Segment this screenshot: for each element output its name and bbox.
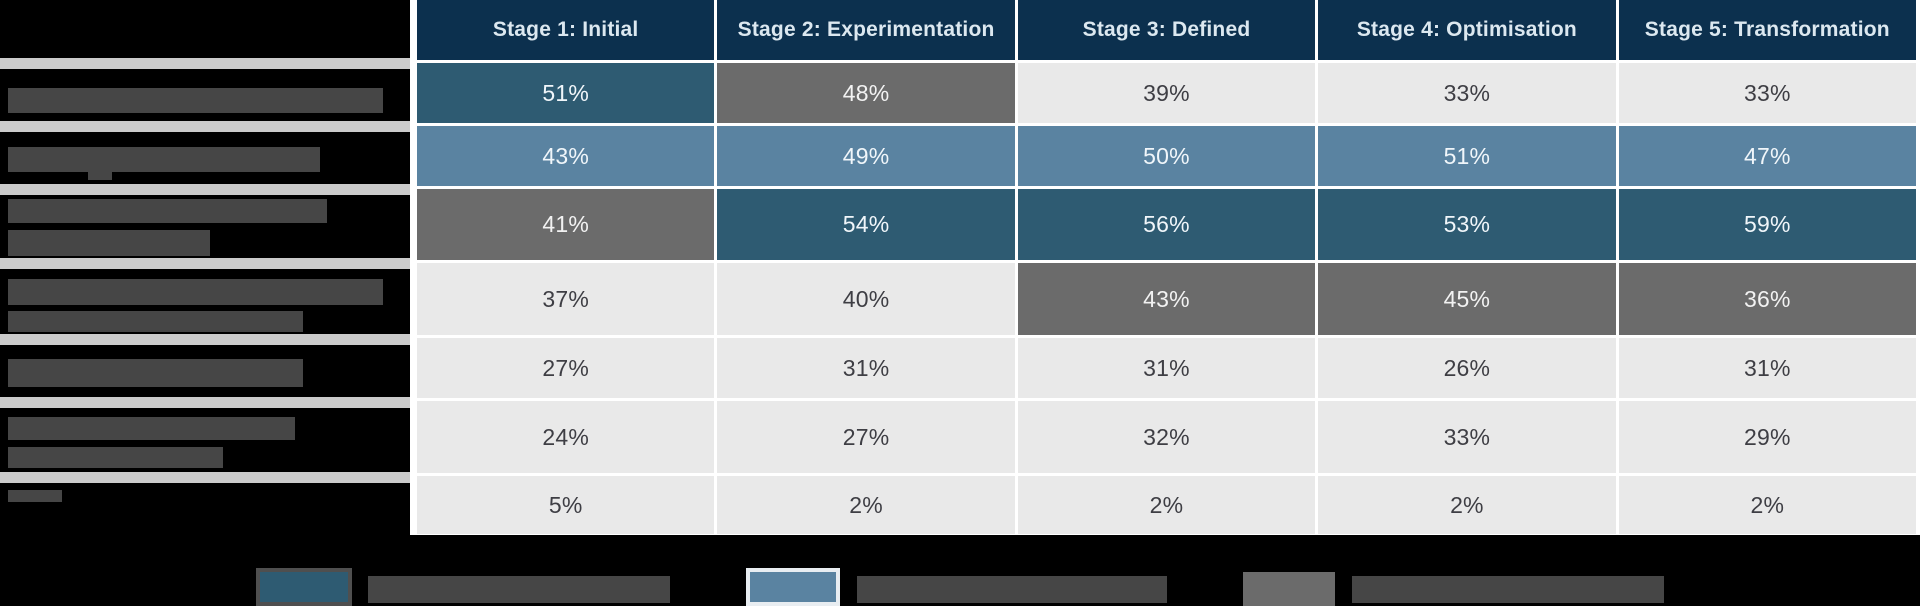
table-cell: 29% [1618, 401, 1916, 473]
legend-swatch-gray [1243, 572, 1335, 606]
table-cell: 48% [717, 63, 1015, 123]
row-separator [0, 334, 426, 345]
redacted-row-label [8, 447, 223, 468]
table-cell: 26% [1318, 338, 1616, 398]
row-separator [0, 58, 426, 69]
table-cell: 36% [1618, 263, 1916, 335]
table-cell: 59% [1618, 189, 1916, 260]
column-header: Stage 4: Optimisation [1318, 0, 1616, 60]
table-cell: 33% [1318, 401, 1616, 473]
table-cell: 2% [717, 476, 1015, 534]
table-cell: 2% [1318, 476, 1616, 534]
table-cell: 51% [1318, 126, 1616, 186]
redacted-legend-label [857, 576, 1167, 603]
table-cell: 31% [1017, 338, 1316, 398]
redacted-row-label [8, 311, 303, 332]
redacted-legend-label [1352, 576, 1664, 603]
table-cell: 53% [1318, 189, 1616, 260]
table-cell: 5% [417, 476, 715, 534]
redacted-legend-label [368, 576, 670, 603]
table-cell: 24% [417, 401, 715, 473]
row-separator [0, 121, 426, 132]
table-cell: 39% [1017, 63, 1316, 123]
table-cell: 41% [417, 189, 715, 260]
table-cell: 43% [417, 126, 715, 186]
row-separator [0, 258, 426, 269]
redacted-row-label [8, 279, 383, 305]
table-cell: 49% [717, 126, 1015, 186]
table-cell: 31% [717, 338, 1015, 398]
table-cell: 31% [1618, 338, 1916, 398]
legend-swatch-teal [256, 568, 352, 606]
table-cell: 40% [717, 263, 1015, 335]
row-separator [0, 397, 426, 408]
table-cell: 37% [417, 263, 715, 335]
stage-table: Stage 1: Initial Stage 2: Experimentation… [410, 0, 1920, 540]
column-header: Stage 5: Transformation [1618, 0, 1916, 60]
table-cell: 27% [717, 401, 1015, 473]
table-cell: 32% [1017, 401, 1316, 473]
column-header: Stage 3: Defined [1017, 0, 1316, 60]
table-cell: 33% [1318, 63, 1616, 123]
table-cell: 51% [417, 63, 715, 123]
row-separator [0, 184, 426, 195]
legend-swatch-blue [746, 568, 840, 606]
table-cell: 50% [1017, 126, 1316, 186]
table-cell: 56% [1017, 189, 1316, 260]
redacted-row-label [8, 490, 62, 502]
legend [0, 535, 1920, 606]
table-cell: 2% [1017, 476, 1316, 534]
column-header: Stage 1: Initial [417, 0, 715, 60]
column-header: Stage 2: Experimentation [717, 0, 1015, 60]
redacted-row-label [8, 417, 295, 440]
table-cell: 27% [417, 338, 715, 398]
redacted-row-label [88, 171, 112, 180]
table-cell: 43% [1017, 263, 1316, 335]
row-label-panel [0, 0, 426, 540]
redacted-row-label [8, 147, 320, 172]
redacted-row-label [8, 230, 210, 256]
redacted-row-label [8, 359, 303, 387]
redacted-row-label [8, 199, 327, 223]
redacted-row-label [8, 88, 383, 113]
row-separator [0, 472, 426, 483]
table-cell: 54% [717, 189, 1015, 260]
table-cell: 45% [1318, 263, 1616, 335]
table-cell: 2% [1618, 476, 1916, 534]
table-cell: 33% [1618, 63, 1916, 123]
table-cell: 47% [1618, 126, 1916, 186]
